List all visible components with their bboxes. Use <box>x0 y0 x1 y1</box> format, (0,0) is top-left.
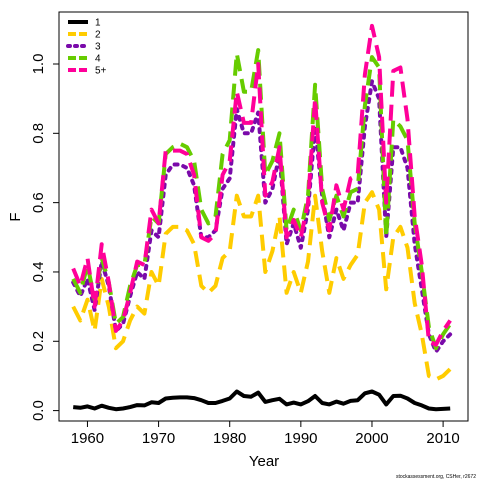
legend-label: 2 <box>95 30 101 41</box>
x-tick-label: 1960 <box>71 430 104 447</box>
x-axis: 1960 1970 1980 1990 2000 2010 <box>71 421 460 447</box>
legend-label: 1 <box>95 18 101 29</box>
legend-label: 4 <box>95 54 101 65</box>
plot-frame <box>58 11 469 422</box>
x-tick-label: 2010 <box>426 430 459 447</box>
y-tick-label: 0.4 <box>30 262 47 283</box>
y-tick-label: 1.0 <box>30 54 47 75</box>
series-layer <box>71 23 453 412</box>
legend-label: 5+ <box>95 66 107 77</box>
y-axis-title: F <box>7 212 24 221</box>
x-tick-label: 1990 <box>284 430 317 447</box>
x-axis-title: Year <box>249 453 279 470</box>
legend-label: 3 <box>95 42 101 53</box>
y-tick-label: 0.8 <box>30 123 47 144</box>
y-tick-label: 0.0 <box>30 400 47 421</box>
source-note: stockassessment.org, CSHer, r2672 <box>396 474 476 480</box>
y-tick-label: 0.2 <box>30 331 47 352</box>
series-line-1 <box>73 389 451 412</box>
series-line-2 <box>71 190 452 382</box>
x-tick-label: 1970 <box>142 430 175 447</box>
x-tick-label: 2000 <box>355 430 388 447</box>
y-axis: 0.0 0.2 0.4 0.6 0.8 1.0 <box>30 54 59 421</box>
y-tick-label: 0.6 <box>30 192 47 213</box>
x-tick-label: 1980 <box>213 430 246 447</box>
series-line-5+ <box>71 23 452 347</box>
